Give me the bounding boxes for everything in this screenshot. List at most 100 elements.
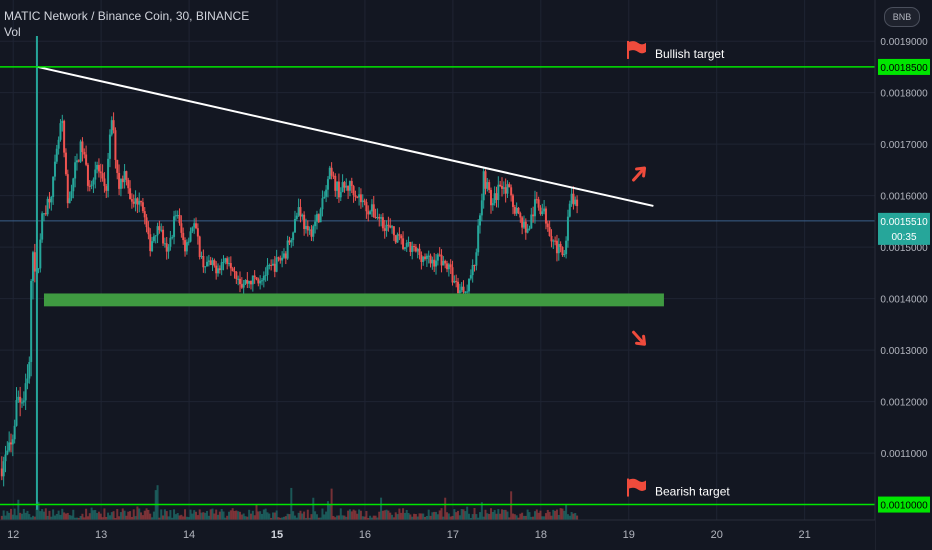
volume-bar [202, 512, 205, 520]
candle-body [468, 278, 471, 292]
target-label: Bullish target [655, 47, 725, 61]
time-tick-label: 19 [623, 529, 635, 541]
volume-bar [251, 510, 254, 520]
volume-bar [477, 517, 480, 520]
candle-body [149, 234, 152, 252]
volume-bar [86, 516, 89, 520]
volume-bar [259, 511, 262, 520]
volume-bar [209, 509, 212, 520]
volume-bar [358, 509, 361, 520]
volume-bar [92, 510, 95, 520]
volume-bar [325, 511, 328, 520]
volume-bar [502, 509, 505, 520]
candle-body [86, 164, 89, 186]
candle-body [304, 225, 307, 229]
volume-bar [22, 508, 25, 520]
candle-body [211, 260, 214, 265]
candle-body [33, 252, 36, 272]
volume-bar [46, 515, 49, 520]
volume-bar [11, 514, 14, 520]
volume-bar [348, 509, 351, 520]
volume-bar [427, 509, 430, 520]
candle-body [41, 213, 44, 240]
candle-body [160, 229, 163, 231]
candle-body [74, 162, 77, 179]
candle-body [237, 278, 240, 280]
volume-bar [59, 514, 62, 520]
volume-bar [565, 505, 568, 520]
drawings: Bullish target Bearish target [0, 40, 875, 506]
volume-bar [165, 511, 168, 520]
volume-bar [480, 502, 483, 520]
candle-body [268, 264, 271, 266]
candle-body [101, 173, 104, 179]
volume-bar [391, 514, 394, 520]
candle-body [438, 254, 441, 256]
symbol-badge[interactable]: BNB [884, 7, 920, 27]
time-tick-label: 20 [711, 529, 723, 541]
candle-body [165, 243, 168, 252]
volume-bar [4, 515, 7, 520]
volume-bar [217, 514, 220, 520]
candle-body [389, 225, 392, 228]
candle-body [447, 264, 450, 270]
volume-bar [123, 510, 126, 520]
candle-body [354, 195, 357, 197]
volume-bar [152, 511, 155, 520]
volume-bar [262, 509, 265, 520]
volume-bar [557, 514, 560, 520]
candle-body [277, 257, 280, 259]
volume-bar [138, 508, 141, 520]
volume-bar [409, 514, 412, 520]
volume-bar [63, 512, 66, 520]
candle-body [554, 240, 557, 242]
candle-body [103, 178, 106, 187]
candle-body [495, 193, 498, 201]
volume-bar [37, 501, 40, 520]
price-tick-label: 0.0018000 [880, 89, 928, 100]
volume-bar [268, 513, 271, 520]
candle-body [52, 176, 55, 197]
volume-bar [508, 517, 511, 520]
volume-bar [544, 513, 547, 520]
candle-body [391, 226, 394, 228]
volume-bar [235, 510, 238, 520]
volume-bar [574, 512, 577, 520]
candle-body [442, 260, 445, 266]
candle-body [493, 193, 496, 204]
last-price-label: 0.0015510 [880, 217, 928, 228]
volume-bar [337, 515, 340, 520]
candle-body [2, 461, 5, 477]
candle-body [519, 213, 522, 218]
candle-body [215, 265, 218, 274]
candle-body [163, 243, 166, 245]
candle-body [158, 226, 161, 231]
volume-bar [374, 515, 377, 520]
volume-bar [266, 512, 269, 520]
candle-body [61, 120, 64, 124]
candles [0, 36, 579, 510]
candle-body [451, 267, 454, 283]
volume-indicator-label[interactable]: Vol [4, 25, 21, 39]
candle-body [226, 258, 229, 264]
candle-body [235, 271, 238, 280]
volume-bar [136, 506, 139, 520]
candle-body [570, 193, 573, 204]
candle-body [108, 134, 111, 159]
candle-body [286, 240, 289, 259]
volume-bar [336, 515, 339, 520]
candle-body [460, 286, 463, 291]
volume-bar [420, 513, 423, 520]
candle-body [178, 214, 181, 224]
candle-body [251, 275, 254, 285]
candle-body [539, 207, 542, 215]
candle-body [533, 199, 536, 217]
candle-body [336, 181, 339, 191]
volume-bar [52, 509, 55, 520]
volume-bar [17, 499, 20, 520]
candle-body [55, 148, 58, 162]
volume-bar [85, 508, 88, 520]
candle-body [193, 223, 196, 228]
candle-body [9, 442, 12, 445]
